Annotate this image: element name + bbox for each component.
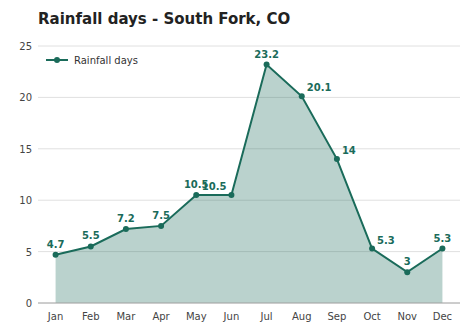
marker xyxy=(88,243,94,249)
x-tick-label: Mar xyxy=(116,311,136,322)
marker xyxy=(439,246,445,252)
legend-label: Rainfall days xyxy=(74,55,138,66)
chart: Rainfall days - South Fork, CO 0 5 10 15 20 25… xyxy=(0,0,474,331)
plot-area xyxy=(53,62,446,303)
x-tick-label: Oct xyxy=(363,311,380,322)
data-label: 5.5 xyxy=(82,230,100,241)
marker xyxy=(299,93,305,99)
marker xyxy=(264,62,270,68)
marker xyxy=(369,246,375,252)
grid-line xyxy=(38,46,460,47)
x-tick-label: Nov xyxy=(397,311,417,322)
legend-marker xyxy=(54,57,60,63)
x-tick-label: Sep xyxy=(327,311,346,322)
data-labels: 4.75.57.27.510.510.523.220.1145.335.3 xyxy=(47,49,452,268)
x-tick-label: Jun xyxy=(223,311,240,322)
data-label: 10.5 xyxy=(202,181,227,192)
area xyxy=(56,65,443,303)
marker xyxy=(53,252,59,258)
x-tick-label: Aug xyxy=(292,311,312,322)
data-label: 4.7 xyxy=(47,239,65,250)
data-label: 7.2 xyxy=(117,213,135,224)
data-label: 3 xyxy=(404,256,411,267)
marker xyxy=(123,226,129,232)
grid-line xyxy=(38,97,460,98)
data-label: 20.1 xyxy=(307,82,332,93)
grid-line xyxy=(38,303,460,304)
marker xyxy=(228,192,234,198)
data-label: 7.5 xyxy=(152,210,170,221)
marker xyxy=(404,269,410,275)
y-tick-label: 0 xyxy=(26,298,32,309)
x-tick-label: May xyxy=(186,311,207,322)
marker xyxy=(158,223,164,229)
y-tick-label: 10 xyxy=(19,195,32,206)
marker xyxy=(193,192,199,198)
marker xyxy=(334,156,340,162)
x-tick-label: Apr xyxy=(152,311,170,322)
data-label: 23.2 xyxy=(254,49,279,60)
y-tick-label: 20 xyxy=(19,92,32,103)
x-tick-label: Feb xyxy=(82,311,100,322)
data-label: 14 xyxy=(342,145,356,156)
x-tick-label: Dec xyxy=(433,311,452,322)
line xyxy=(56,65,443,273)
x-tick-label: Jan xyxy=(47,311,63,322)
title: Rainfall days - South Fork, CO xyxy=(38,10,290,28)
y-tick-label: 15 xyxy=(19,144,32,155)
y-tick-label: 25 xyxy=(19,41,32,52)
y-tick-label: 5 xyxy=(26,247,32,258)
x-axis-line xyxy=(38,303,460,304)
legend: Rainfall days xyxy=(46,55,138,66)
data-label: 5.3 xyxy=(377,235,395,246)
x-tick-label: Jul xyxy=(260,311,273,322)
data-label: 5.3 xyxy=(434,233,452,244)
